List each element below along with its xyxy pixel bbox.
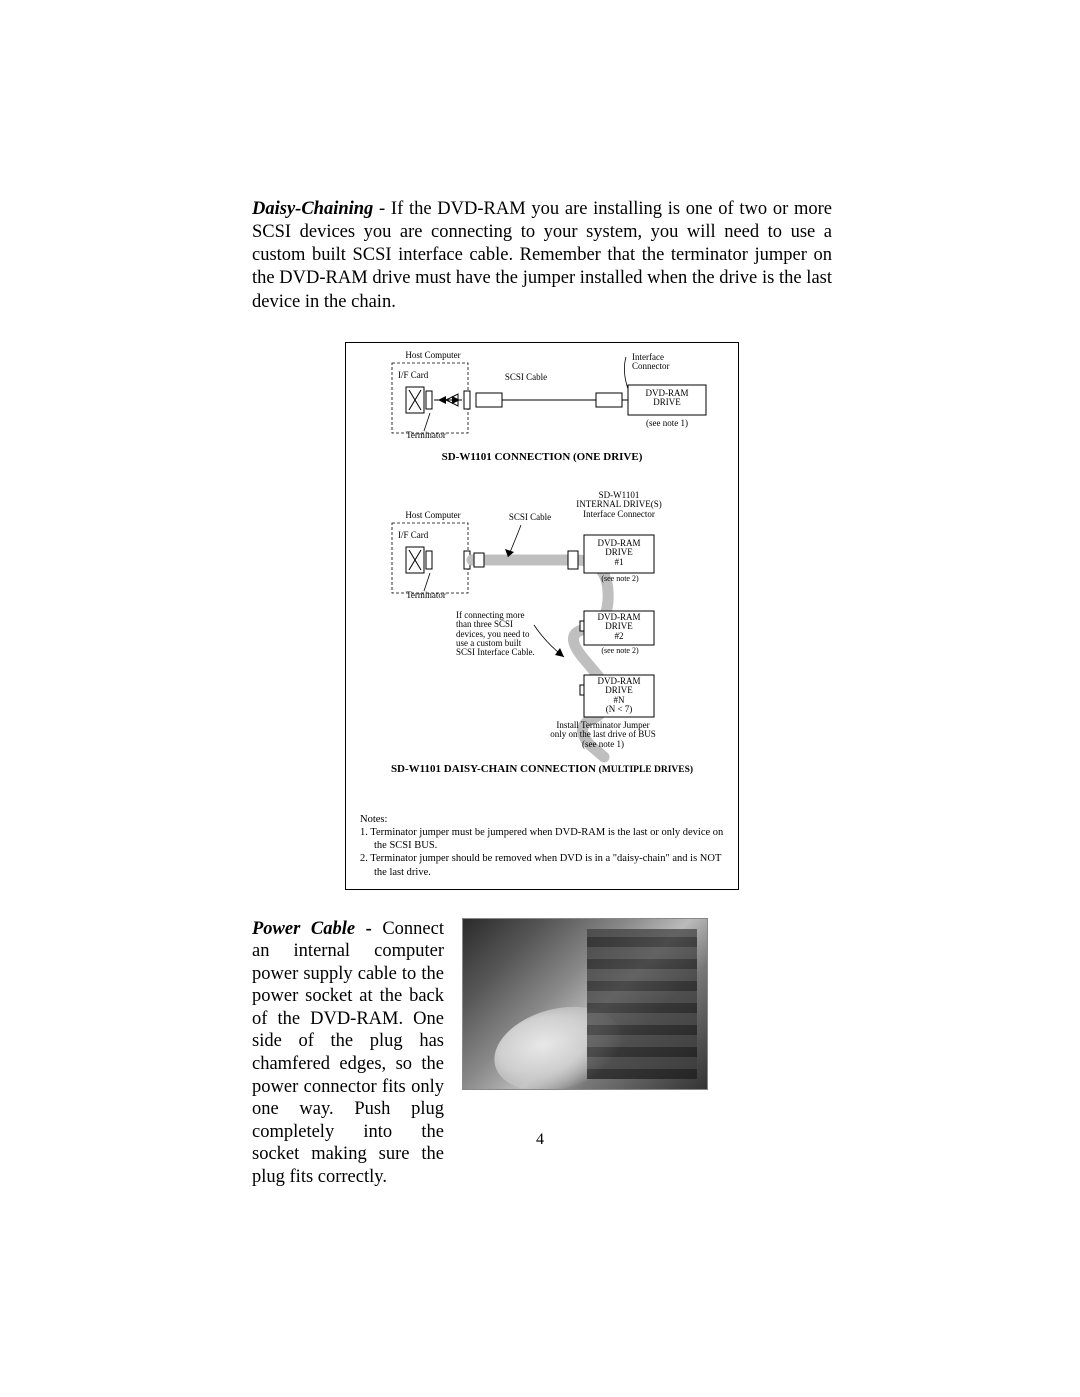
diagram-title-2: SD-W1101 DAISY-CHAIN CONNECTION (MULTIPL…	[346, 763, 738, 775]
label-scsi-cable: SCSI Cable	[496, 373, 556, 382]
label-host-computer-2: Host Computer	[398, 511, 468, 520]
label-interface-connector: Interface Connector	[632, 353, 692, 372]
label-install-term: Install Terminator Jumper only on the la…	[528, 721, 678, 749]
label-dvdN: DVD-RAM DRIVE #N (N < 7)	[586, 677, 652, 715]
diagram-title-1: SD-W1101 CONNECTION (ONE DRIVE)	[346, 451, 738, 463]
label-see-note-2b: (see note 2)	[590, 647, 650, 655]
label-terminator: Terminator	[396, 431, 456, 440]
label-see-note-2a: (see note 2)	[590, 575, 650, 583]
label-dvd2: DVD-RAM DRIVE #2	[586, 613, 652, 641]
daisy-chaining-lead: Daisy-Chaining	[252, 199, 373, 219]
connection-diagram: Host Computer I/F Card SCSI Cable Interf…	[345, 342, 739, 890]
label-dvd1: DVD-RAM DRIVE #1	[586, 539, 652, 567]
diagram-notes: Notes: 1. Terminator jumper must be jump…	[360, 813, 724, 879]
notes-header: Notes:	[360, 814, 387, 825]
power-cable-lead: Power Cable	[252, 919, 355, 939]
label-dvd-ram-drive: DVD-RAM DRIVE	[634, 389, 700, 408]
label-scsi-cable-2: SCSI Cable	[502, 513, 558, 522]
daisy-chaining-paragraph: Daisy-Chaining - If the DVD-RAM you are …	[252, 198, 832, 314]
diagram-title-2-sub: (MULTIPLE DRIVES)	[599, 765, 693, 775]
note-1: 1. Terminator jumper must be jumpered wh…	[360, 826, 724, 852]
label-terminator-2: Terminator	[396, 591, 456, 600]
power-cable-photo	[462, 918, 708, 1090]
note-2: 2. Terminator jumper should be removed w…	[360, 852, 724, 878]
label-if-card: I/F Card	[398, 371, 438, 380]
label-if-card-2: I/F Card	[398, 531, 438, 540]
label-sd-header: SD-W1101 INTERNAL DRIVE(S) Interface Con…	[564, 491, 674, 519]
label-see-note-1: (see note 1)	[632, 419, 702, 428]
label-custom-note: If connecting more than three SCSI devic…	[456, 611, 546, 658]
label-host-computer: Host Computer	[398, 351, 468, 360]
diagram-title-2-main: SD-W1101 DAISY-CHAIN CONNECTION	[391, 763, 599, 775]
power-cable-sep: -	[355, 919, 382, 939]
page-number: 4	[0, 1131, 1080, 1149]
